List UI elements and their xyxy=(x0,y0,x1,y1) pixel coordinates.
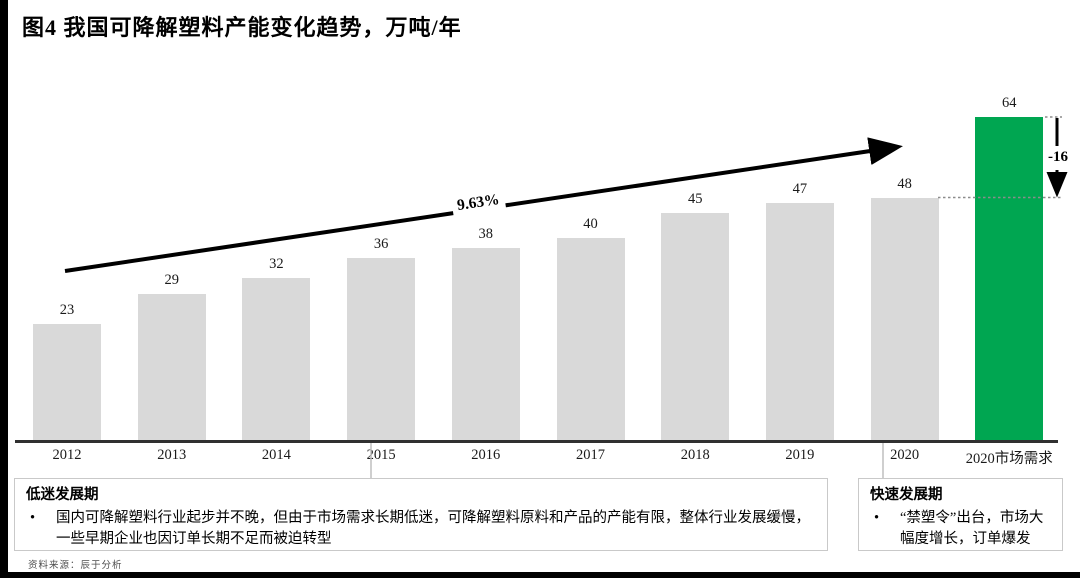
chart-title: 图4 我国可降解塑料产能变化趋势，万吨/年 xyxy=(22,15,462,40)
phase-bullet-row: • 国内可降解塑料行业起步并不晚，但由于市场需求长期低迷，可降解塑料原料和产品的… xyxy=(26,508,816,550)
bar-value-label: 36 xyxy=(373,236,389,252)
bar-value-label: 38 xyxy=(478,226,494,242)
bar-value-label: 29 xyxy=(164,272,179,288)
x-axis-label: 2020 xyxy=(890,447,920,463)
bar-2018 xyxy=(661,213,730,440)
bar-2012 xyxy=(33,324,101,440)
bar-value-label: 45 xyxy=(687,191,703,207)
phase-box-sluggish: 低迷发展期 • 国内可降解塑料行业起步并不晚，但由于市场需求长期低迷，可降解塑料… xyxy=(14,478,828,551)
phase-bullet-text-rapid: “禁塑令”出台，市场大幅度增长，订单爆发 xyxy=(900,510,1044,548)
bar-value-label: 40 xyxy=(583,216,598,232)
x-axis-label: 2015 xyxy=(366,447,396,463)
bar-2014 xyxy=(242,278,311,440)
phase-bullet-row: • “禁塑令”出台，市场大幅度增长，订单爆发 xyxy=(870,508,1051,550)
x-axis-label: 2020市场需求 xyxy=(965,451,1053,467)
bar-value-label: 23 xyxy=(59,302,75,318)
phase-box-rapid: 快速发展期 • “禁塑令”出台，市场大幅度增长，订单爆发 xyxy=(858,478,1063,551)
growth-rate-label: 9.63% xyxy=(450,190,506,216)
bullet-icon: • xyxy=(874,510,880,527)
bullet-icon: • xyxy=(30,510,36,527)
x-axis-label: 2019 xyxy=(785,447,815,463)
bar-2020 xyxy=(870,198,939,440)
gap-label: -16 xyxy=(1048,149,1068,165)
bar-2016 xyxy=(451,248,520,440)
x-axis-label: 2018 xyxy=(680,447,710,463)
x-axis-label: 2013 xyxy=(157,447,187,463)
bar-2020市场需求 xyxy=(975,117,1044,440)
phase-title-sluggish: 低迷发展期 xyxy=(26,487,99,503)
source-note: 资料来源：辰于分析 xyxy=(28,561,123,571)
x-axis-label: 2016 xyxy=(471,447,501,463)
bar-2015 xyxy=(347,258,416,440)
x-axis-line xyxy=(15,440,1058,443)
bar-value-label: 32 xyxy=(269,256,284,272)
x-axis-label: 2014 xyxy=(261,447,291,463)
bottom-border-strip xyxy=(0,572,1080,578)
x-axis-label: 2017 xyxy=(576,447,605,463)
phase-bullet-text-sluggish: 国内可降解塑料行业起步并不晚，但由于市场需求长期低迷，可降解塑料原料和产品的产能… xyxy=(56,510,810,548)
bar-2017 xyxy=(556,238,625,440)
bar-2013 xyxy=(137,294,206,440)
bar-2019 xyxy=(765,203,834,440)
phase-title-rapid: 快速发展期 xyxy=(870,487,943,503)
bar-value-label: 64 xyxy=(1002,95,1017,111)
bar-value-label: 47 xyxy=(792,181,808,197)
x-axis-label: 2012 xyxy=(52,447,82,463)
left-border-strip xyxy=(0,0,8,578)
bar-value-label: 48 xyxy=(897,176,912,192)
